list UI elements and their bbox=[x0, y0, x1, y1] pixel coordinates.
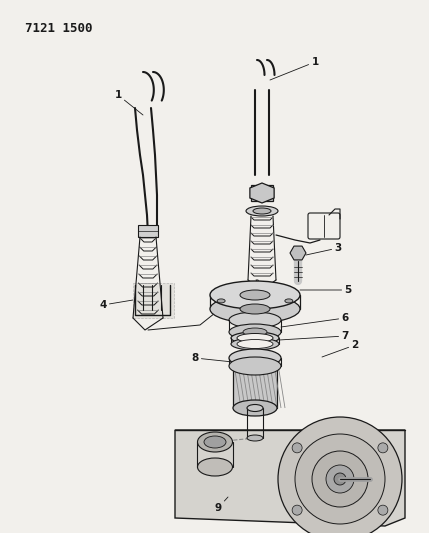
FancyBboxPatch shape bbox=[251, 185, 273, 201]
Ellipse shape bbox=[231, 332, 279, 344]
Bar bbox=[233, 358, 277, 408]
Ellipse shape bbox=[204, 436, 226, 448]
Text: 3: 3 bbox=[306, 243, 341, 255]
Ellipse shape bbox=[253, 208, 271, 214]
Ellipse shape bbox=[285, 299, 293, 303]
Ellipse shape bbox=[231, 338, 279, 350]
FancyBboxPatch shape bbox=[138, 225, 158, 237]
Ellipse shape bbox=[210, 281, 300, 309]
Ellipse shape bbox=[240, 290, 270, 300]
Text: 9: 9 bbox=[214, 497, 228, 513]
Ellipse shape bbox=[229, 324, 281, 340]
FancyBboxPatch shape bbox=[308, 213, 340, 239]
FancyBboxPatch shape bbox=[133, 283, 174, 318]
Ellipse shape bbox=[240, 304, 270, 314]
Text: 7: 7 bbox=[279, 331, 349, 341]
Circle shape bbox=[378, 505, 388, 515]
Ellipse shape bbox=[229, 349, 281, 367]
Circle shape bbox=[278, 417, 402, 533]
Ellipse shape bbox=[197, 458, 233, 476]
Text: 4: 4 bbox=[99, 300, 133, 310]
Ellipse shape bbox=[229, 357, 281, 375]
Circle shape bbox=[312, 451, 368, 507]
Ellipse shape bbox=[246, 206, 278, 216]
Ellipse shape bbox=[197, 432, 233, 452]
Ellipse shape bbox=[229, 312, 281, 328]
Text: 6: 6 bbox=[281, 313, 349, 327]
Ellipse shape bbox=[233, 350, 277, 366]
Circle shape bbox=[295, 434, 385, 524]
Text: 7121 1500: 7121 1500 bbox=[25, 22, 93, 35]
Circle shape bbox=[292, 443, 302, 453]
Polygon shape bbox=[290, 246, 306, 260]
Ellipse shape bbox=[217, 299, 225, 303]
Text: 1: 1 bbox=[270, 57, 319, 80]
Ellipse shape bbox=[247, 405, 263, 411]
Ellipse shape bbox=[247, 435, 263, 441]
Ellipse shape bbox=[237, 340, 273, 349]
Ellipse shape bbox=[237, 334, 273, 343]
Ellipse shape bbox=[243, 328, 267, 336]
Ellipse shape bbox=[233, 400, 277, 416]
Circle shape bbox=[378, 443, 388, 453]
Text: 2: 2 bbox=[322, 340, 359, 357]
Ellipse shape bbox=[210, 295, 300, 323]
Polygon shape bbox=[250, 183, 274, 203]
Text: 8: 8 bbox=[191, 353, 233, 363]
Circle shape bbox=[292, 505, 302, 515]
Circle shape bbox=[326, 465, 354, 493]
Circle shape bbox=[334, 473, 346, 485]
Text: 5: 5 bbox=[300, 285, 352, 295]
Text: 1: 1 bbox=[115, 90, 143, 115]
Polygon shape bbox=[175, 430, 405, 526]
